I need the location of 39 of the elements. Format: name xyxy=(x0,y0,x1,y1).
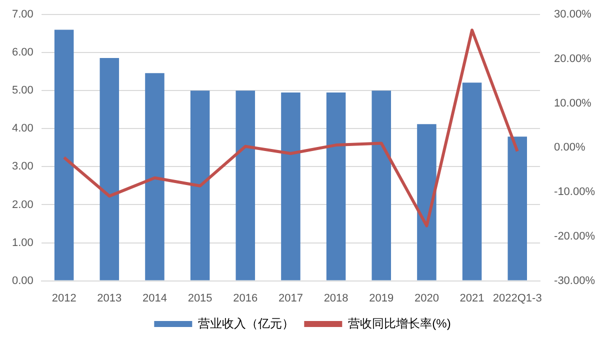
y2-tick-label: -20.00% xyxy=(554,230,596,242)
y-tick-label: 2.00 xyxy=(12,198,34,211)
y-tick-label: 0.00 xyxy=(12,274,34,287)
bar xyxy=(281,92,300,280)
y-tick-label: 6.00 xyxy=(12,46,34,59)
x-tick-label: 2020 xyxy=(414,292,439,304)
y2-tick-label: 0.00% xyxy=(554,142,586,154)
x-tick-label: 2017 xyxy=(278,292,303,304)
y2-tick-label: 30.00% xyxy=(554,8,592,21)
x-tick-label: 2013 xyxy=(97,292,122,304)
legend-label: 营收同比增长率(%) xyxy=(348,316,451,330)
y2-tick-label: -30.00% xyxy=(554,274,596,287)
bar xyxy=(462,82,482,280)
y2-tick-label: -10.00% xyxy=(554,186,596,198)
y-tick-label: 3.00 xyxy=(12,160,34,173)
bar xyxy=(326,92,346,280)
y-tick-label: 4.00 xyxy=(12,122,34,135)
x-tick-label: 2016 xyxy=(233,292,258,304)
y-tick-label: 5.00 xyxy=(12,84,34,97)
bar xyxy=(145,73,164,280)
x-tick-label: 2018 xyxy=(324,292,348,304)
y-tick-label: 7.00 xyxy=(12,8,34,21)
bar xyxy=(417,124,436,280)
x-tick-label: 2019 xyxy=(369,292,394,304)
x-tick-label: 2014 xyxy=(142,292,167,304)
bar xyxy=(190,90,210,280)
bar xyxy=(508,136,527,280)
bar xyxy=(54,30,74,280)
x-tick-label: 2015 xyxy=(188,292,212,304)
bar xyxy=(236,90,256,280)
y2-tick-label: 20.00% xyxy=(554,53,592,65)
y2-tick-label: 10.00% xyxy=(554,97,592,110)
bar xyxy=(372,90,392,280)
legend-label: 营业收入（亿元） xyxy=(198,316,294,330)
bar xyxy=(100,58,120,280)
y-tick-label: 1.00 xyxy=(12,236,34,249)
x-tick-label: 2021 xyxy=(460,292,484,304)
x-tick-label: 2022Q1-3 xyxy=(492,292,542,304)
x-tick-label: 2012 xyxy=(52,292,76,304)
